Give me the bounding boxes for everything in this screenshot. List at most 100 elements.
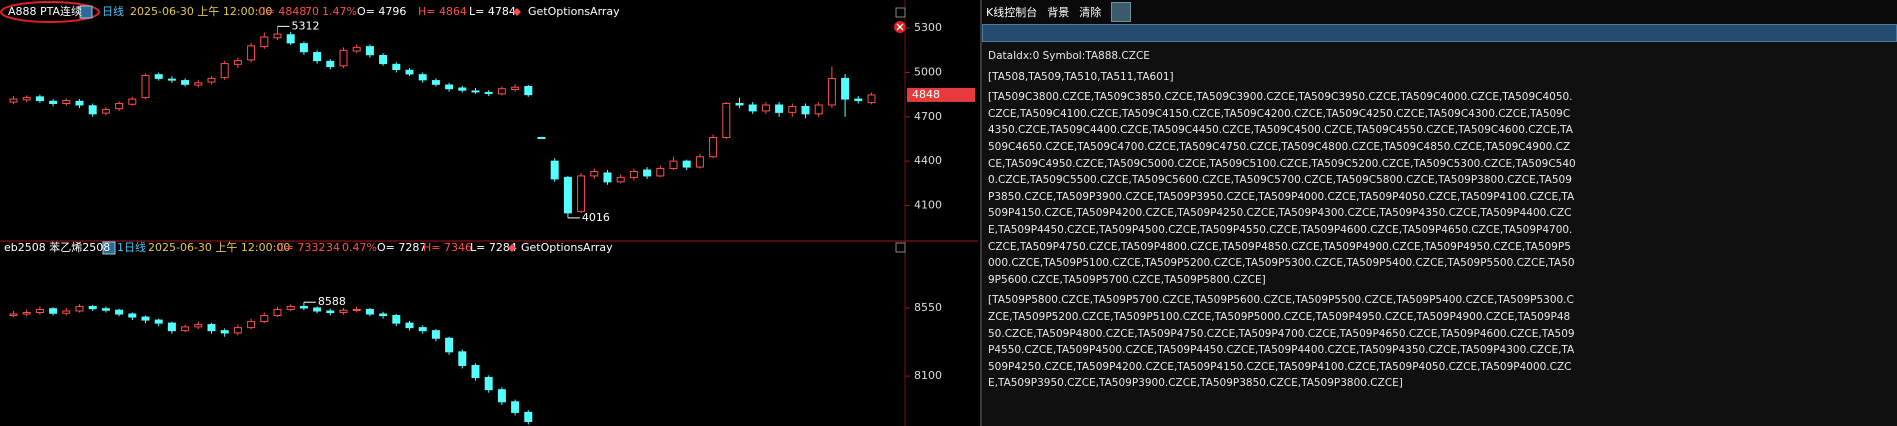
panel-icon[interactable]: [79, 5, 93, 19]
candle-body: [497, 88, 506, 95]
header-text: 0.47%: [342, 241, 377, 254]
y-tick-label: 8550: [914, 301, 942, 314]
candle-body: [260, 315, 269, 323]
toolbar-icon[interactable]: [1111, 2, 1132, 22]
candle-body: [154, 74, 163, 79]
header-text: 34: [326, 241, 340, 254]
candle-body: [801, 105, 810, 115]
y-tick-label: 8100: [914, 369, 942, 382]
y-tick-label: 5300: [914, 21, 942, 34]
candle-body: [167, 322, 176, 332]
candle-body: [220, 63, 229, 79]
header-text: L= 7284: [470, 241, 517, 254]
candle-body: [339, 309, 348, 314]
header-text: 1.47%: [322, 5, 357, 18]
console-toolbar: K线控制台 背景 清除: [982, 0, 1897, 24]
candle-body: [484, 91, 493, 94]
candle-body: [181, 80, 190, 85]
highlight-circle: [0, 1, 100, 23]
panel-icon[interactable]: [102, 241, 116, 255]
console-input[interactable]: [982, 24, 1897, 42]
toolbar-button[interactable]: 清除: [1079, 6, 1102, 19]
candle-body: [194, 324, 203, 328]
y-tick-label: 4400: [914, 154, 942, 167]
indicator-diamond: [508, 244, 516, 252]
candle-body: [273, 308, 282, 317]
candle-body: [445, 337, 454, 353]
candle-body: [484, 377, 493, 391]
candle-body: [75, 305, 84, 312]
candle-body: [722, 103, 731, 138]
console-line: [TA508,TA509,TA510,TA511,TA601]: [988, 70, 1174, 83]
candle-body: [88, 105, 97, 115]
background: [0, 0, 978, 426]
toolbar-button[interactable]: 背景: [1047, 6, 1070, 19]
candle-body: [458, 87, 467, 91]
candle-body: [167, 78, 176, 81]
candle-body: [471, 364, 480, 379]
candle-body: [814, 104, 823, 115]
candle-body: [418, 74, 427, 81]
maximize-button[interactable]: [895, 242, 906, 253]
header-text: 1日线: [117, 240, 146, 254]
candle-body: [577, 175, 586, 212]
candle-body: [101, 108, 110, 114]
candle-body: [524, 86, 533, 96]
candle-body: [286, 305, 295, 310]
candle-body: [603, 172, 612, 183]
candle-body: [115, 309, 124, 315]
candle-body: [431, 330, 440, 339]
candle-body: [128, 313, 137, 318]
candle-body: [563, 176, 572, 214]
header-text: 2025-06-30 上午 12:00:00: [130, 5, 272, 18]
candle-body: [511, 401, 520, 413]
candle-body: [590, 170, 599, 177]
candle-body: [352, 308, 361, 311]
header-text: O= 7287: [377, 241, 426, 254]
candle-body: [181, 326, 190, 332]
candle-body: [299, 305, 308, 309]
console-output: DataIdx:0 Symbol:TA888.CZCE [TA508,TA509,…: [982, 48, 1576, 392]
candle-body: [352, 46, 361, 52]
candle-body: [682, 160, 691, 168]
kline-chart: A888 PTA连续 日线 2025-06-30 上午 12:00:00C= 484…: [0, 0, 978, 426]
candle-body: [392, 315, 401, 324]
candle-body: [418, 327, 427, 332]
candle-body: [35, 96, 44, 102]
y-tick-label: 4700: [914, 110, 942, 123]
candle-body: [299, 43, 308, 53]
toolbar-button[interactable]: K线控制台: [986, 6, 1038, 19]
header-text: L= 4784: [469, 5, 516, 18]
y-tick-label: 5000: [914, 65, 942, 78]
candle-body: [524, 411, 533, 422]
header-text: GetOptionsArray: [521, 241, 613, 254]
header-text: H= 7346: [423, 241, 472, 254]
candle-body: [75, 100, 84, 106]
candle-body: [365, 46, 374, 56]
candle-body: [669, 160, 678, 170]
candle-body: [101, 308, 110, 311]
maximize-button[interactable]: [895, 7, 906, 18]
candle-body: [141, 74, 150, 99]
candle-body: [497, 389, 506, 403]
candle-body: [9, 313, 18, 317]
candle-body: [748, 104, 757, 112]
candle-body: [379, 313, 388, 317]
candle-body: [194, 82, 203, 86]
candle-body: [392, 63, 401, 71]
header-text: 70: [305, 5, 319, 18]
high-label: 8588: [318, 295, 346, 308]
header-text: eb2508 苯乙烯2508: [4, 240, 110, 254]
candle-body: [260, 36, 269, 48]
candle-body: [62, 100, 71, 105]
candle-body: [154, 319, 163, 324]
candle-body: [286, 34, 295, 44]
candle-body: [233, 327, 242, 334]
candle-body: [9, 98, 18, 103]
candle-body: [431, 80, 440, 85]
candle-body: [550, 160, 559, 180]
header-text: GetOptionsArray: [528, 5, 620, 18]
y-tick-label: 4100: [914, 198, 942, 211]
candle-body: [88, 305, 97, 310]
